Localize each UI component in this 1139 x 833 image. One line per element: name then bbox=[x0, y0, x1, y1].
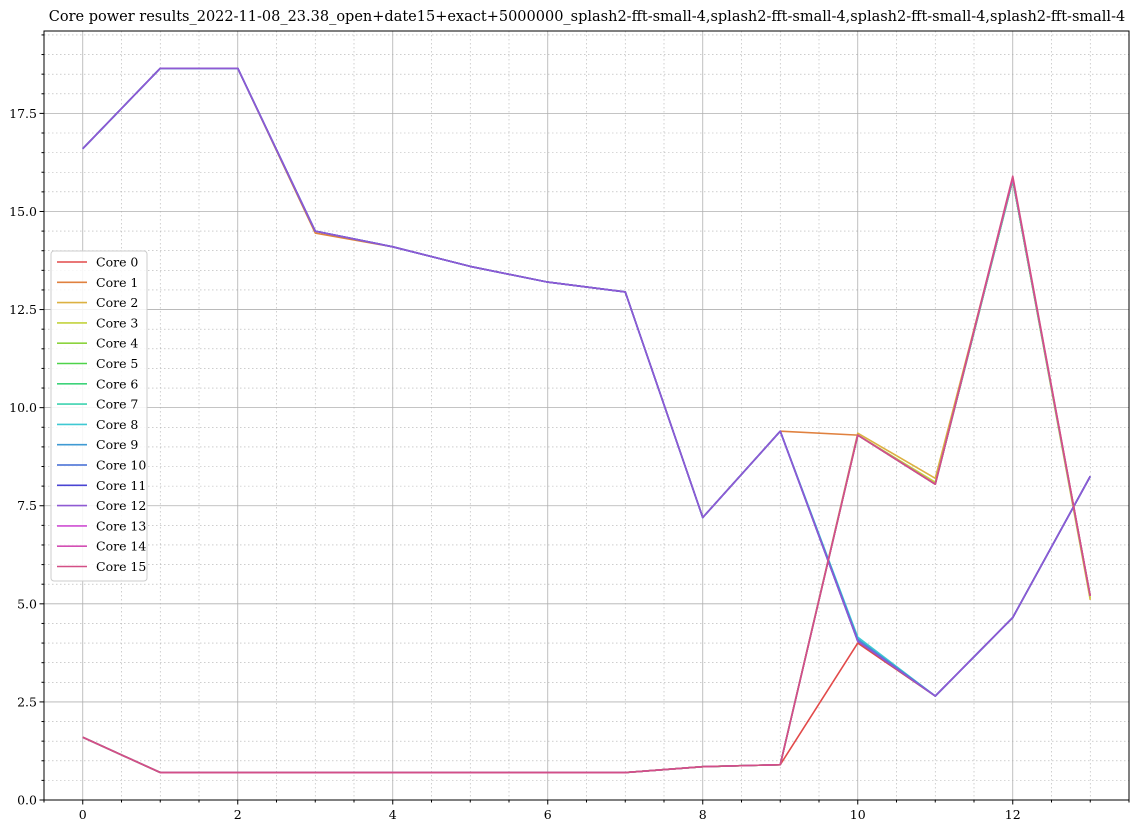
series-line-core-8 bbox=[82, 67, 1091, 697]
legend-label: Core 3 bbox=[96, 315, 138, 330]
y-tick-label: 17.5 bbox=[9, 106, 37, 121]
series-line-core-9 bbox=[82, 67, 1091, 697]
series-lines bbox=[82, 67, 1092, 774]
x-tick-label: 12 bbox=[1005, 807, 1021, 822]
y-tick-label: 15.0 bbox=[9, 204, 37, 219]
y-tick-label: 0.0 bbox=[17, 793, 37, 808]
legend-label: Core 11 bbox=[96, 478, 146, 493]
legend-label: Core 13 bbox=[96, 518, 146, 533]
legend-label: Core 9 bbox=[96, 437, 138, 452]
legend-label: Core 6 bbox=[96, 376, 138, 391]
x-tick-label: 10 bbox=[850, 807, 866, 822]
chart-title: Core power results_2022-11-08_23.38_open… bbox=[49, 9, 1125, 25]
x-tick-label: 6 bbox=[544, 807, 552, 822]
x-tick-label: 8 bbox=[699, 807, 707, 822]
series-line-core-12 bbox=[82, 67, 1091, 697]
x-tick-label: 2 bbox=[234, 807, 242, 822]
y-tick-label: 2.5 bbox=[17, 694, 37, 709]
legend-label: Core 0 bbox=[96, 255, 138, 270]
series-line-core-11 bbox=[82, 67, 1091, 697]
legend-label: Core 2 bbox=[96, 295, 138, 310]
x-tick-label: 4 bbox=[389, 807, 397, 822]
axis-ticks: 0 2 4 6 8 10 12 0.0 2.5 5.0 7.5 10.0 12.5 15.0 17.5 bbox=[9, 34, 1130, 822]
series-line-core-15 bbox=[82, 175, 1092, 774]
y-tick-label: 5.0 bbox=[17, 596, 37, 611]
legend: Core 0 Core 1 Core 2 Core 3 Core 4 Core 5 Core… bbox=[50, 250, 148, 582]
series-line-core-10 bbox=[82, 67, 1091, 697]
legend-label: Core 5 bbox=[96, 356, 138, 371]
y-tick-label: 12.5 bbox=[9, 302, 37, 317]
legend-label: Core 14 bbox=[96, 539, 146, 554]
legend-label: Core 12 bbox=[96, 498, 146, 513]
grid bbox=[43, 31, 1130, 801]
legend-label: Core 8 bbox=[96, 417, 138, 432]
y-tick-label: 7.5 bbox=[17, 498, 37, 513]
x-tick-label: 0 bbox=[79, 807, 87, 822]
legend-label: Core 4 bbox=[96, 336, 138, 351]
legend-label: Core 7 bbox=[96, 397, 138, 412]
legend-box bbox=[50, 250, 148, 582]
legend-label: Core 15 bbox=[96, 559, 146, 574]
legend-label: Core 1 bbox=[96, 275, 138, 290]
y-tick-label: 10.0 bbox=[9, 400, 37, 415]
legend-label: Core 10 bbox=[96, 458, 146, 473]
